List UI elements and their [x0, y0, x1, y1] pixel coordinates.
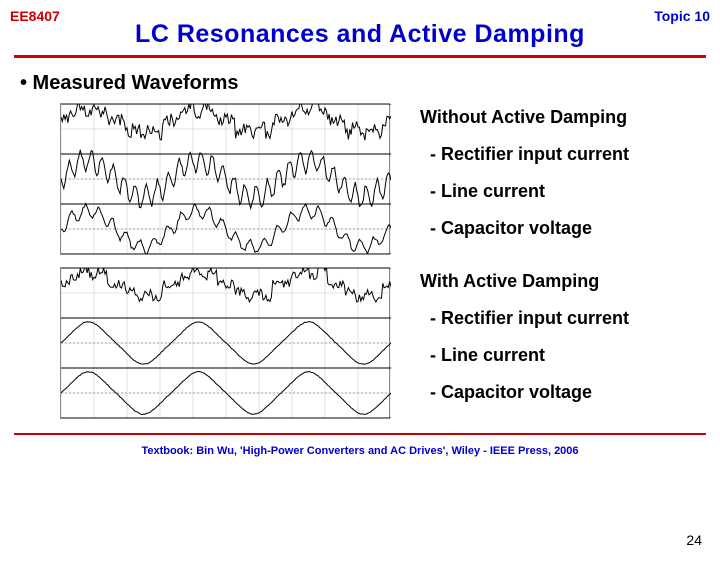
- slide-title: LC Resonances and Active Damping: [0, 20, 720, 49]
- section-heading: With Active Damping: [420, 271, 698, 292]
- waveform-chart-with-damping: [60, 267, 390, 419]
- divider-top: [14, 55, 706, 58]
- labels-with-damping: With Active Damping - Rectifier input cu…: [420, 267, 698, 419]
- label-line-current: - Line current: [430, 181, 698, 202]
- label-line-current: - Line current: [430, 345, 698, 366]
- label-rectifier-current: - Rectifier input current: [430, 144, 698, 165]
- waveform-chart-without-damping: [60, 103, 390, 255]
- section-with-damping: With Active Damping - Rectifier input cu…: [0, 267, 720, 419]
- topic-label: Topic 10: [654, 8, 710, 24]
- labels-without-damping: Without Active Damping - Rectifier input…: [420, 103, 698, 255]
- section-without-damping: Without Active Damping - Rectifier input…: [0, 103, 720, 255]
- label-capacitor-voltage: - Capacitor voltage: [430, 382, 698, 403]
- divider-bottom: [14, 433, 706, 435]
- label-rectifier-current: - Rectifier input current: [430, 308, 698, 329]
- page-number: 24: [686, 532, 702, 548]
- label-capacitor-voltage: - Capacitor voltage: [430, 218, 698, 239]
- course-code: EE8407: [10, 8, 60, 24]
- bullet-heading: • Measured Waveforms: [20, 72, 720, 95]
- footer-citation: Textbook: Bin Wu, 'High-Power Converters…: [0, 445, 720, 457]
- section-heading: Without Active Damping: [420, 107, 698, 128]
